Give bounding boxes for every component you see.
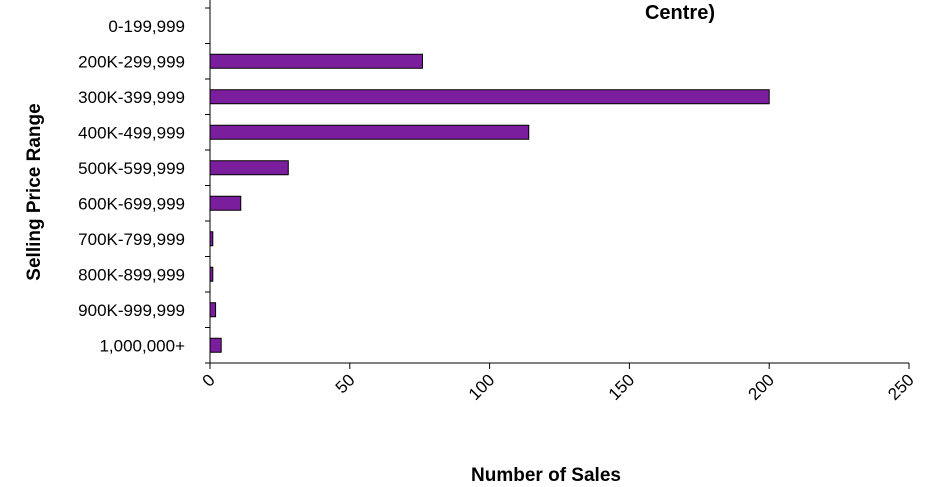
y-tick-label: 200K-299,999 — [78, 52, 185, 71]
x-tick-label: 50 — [332, 370, 359, 397]
bar-9 — [209, 302, 217, 318]
x-tick-label: 200 — [745, 370, 778, 403]
x-axis: 0 50 100 150 200 250 — [199, 362, 918, 404]
x-tick-label: 100 — [465, 370, 498, 403]
y-tick-label: 500K-599,999 — [78, 159, 185, 178]
bar-3 — [209, 89, 770, 105]
bar-10 — [209, 337, 222, 353]
y-axis — [205, 0, 211, 364]
chart-title: Centre) — [645, 2, 715, 24]
bar-6 — [209, 195, 242, 211]
y-tick-label: 300K-399,999 — [78, 88, 185, 107]
x-tick-label: 250 — [884, 370, 917, 403]
bar-2 — [209, 53, 423, 69]
x-tick-label: 0 — [199, 370, 219, 390]
y-tick-label: 600K-699,999 — [78, 194, 185, 213]
bar-5 — [209, 160, 289, 176]
y-tick-label: 400K-499,999 — [78, 123, 185, 142]
y-tick-label: 800K-899,999 — [78, 265, 185, 284]
bars-group — [209, 53, 770, 353]
y-tick-label: 700K-799,999 — [78, 230, 185, 249]
y-tick-label: 0-199,999 — [108, 17, 185, 36]
x-tick-label: 150 — [605, 370, 638, 403]
y-tick-label: 900K-999,999 — [78, 301, 185, 320]
x-axis-title: Number of Sales — [471, 465, 621, 486]
bar-4 — [209, 124, 530, 140]
y-tick-label: 1,000,000+ — [99, 336, 185, 355]
y-axis-title: Selling Price Range — [24, 103, 45, 280]
y-tick-labels: 0-199,999 200K-299,999 300K-399,999 400K-49… — [78, 17, 185, 356]
